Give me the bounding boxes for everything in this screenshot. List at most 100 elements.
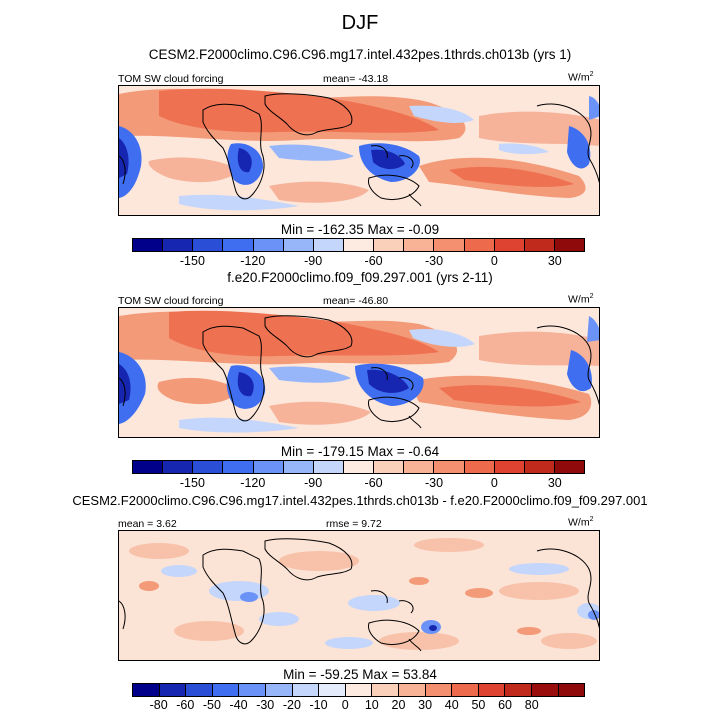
panel-2-colorbar-ticks: -150 -120 -90 -60 -30 0 30 — [132, 476, 585, 492]
colorbar-tick-label: -30 — [256, 698, 275, 712]
colorbar-tick-label: 30 — [418, 698, 433, 712]
colorbar-tick-label: -30 — [424, 476, 444, 490]
colorbar-tick-label: -150 — [179, 254, 205, 268]
colorbar-box — [292, 684, 320, 696]
colorbar-tick-label: -120 — [240, 476, 266, 490]
colorbar-box — [193, 239, 224, 251]
colorbar-box — [133, 684, 160, 696]
colorbar-tick-label: -20 — [282, 698, 301, 712]
colorbar-tick-label: -90 — [304, 254, 323, 268]
colorbar-box — [404, 239, 435, 251]
colorbar-tick-label: 50 — [471, 698, 486, 712]
colorbar-box — [434, 239, 465, 251]
colorbar-box — [212, 684, 240, 696]
colorbar-box — [524, 461, 555, 473]
colorbar-box — [159, 684, 187, 696]
colorbar-tick-label: -10 — [309, 698, 328, 712]
colorbar-tick-label: -60 — [364, 476, 383, 490]
colorbar-box — [494, 461, 525, 473]
figure-title: DJF — [341, 12, 379, 34]
colorbar-tick-label: -50 — [202, 698, 221, 712]
colorbar-box — [343, 461, 375, 473]
colorbar-box — [464, 239, 495, 251]
panel-2-units-label: W/m2 — [568, 293, 594, 306]
colorbar-box — [253, 239, 284, 251]
colorbar-box — [398, 684, 426, 696]
colorbar-box — [478, 684, 506, 696]
colorbar-box — [313, 461, 344, 473]
panel-3-rmse-label: rmse = 9.72 — [326, 518, 382, 530]
colorbar-tick-label: 0 — [490, 254, 498, 268]
colorbar-box — [425, 684, 453, 696]
colorbar-box — [374, 461, 405, 473]
panel-3-minmax: Min = -59.25 Max = 53.84 — [283, 667, 437, 682]
colorbar-box — [283, 461, 314, 473]
colorbar-box — [133, 239, 164, 251]
panel-3-mean-label: mean = 3.62 — [118, 518, 177, 530]
panel-2-minmax: Min = -179.15 Max = -0.64 — [280, 444, 440, 459]
panel-3-case-title: CESM2.F2000climo.C96.C96.mg17.intel.432p… — [72, 493, 648, 508]
panel-1-variable-label: TOM SW cloud forcing — [118, 73, 224, 85]
colorbar-box — [404, 461, 435, 473]
colorbar-box — [313, 239, 344, 251]
colorbar-tick-label: 30 — [547, 476, 562, 490]
colorbar-box — [283, 239, 314, 251]
colorbar-box — [524, 239, 555, 251]
colorbar-tick-label: -40 — [229, 698, 248, 712]
colorbar-tick-label: 20 — [391, 698, 406, 712]
colorbar-tick-label: 0 — [490, 476, 498, 490]
colorbar-box — [345, 684, 373, 696]
panel-2-colorbar — [132, 460, 585, 474]
panel-1-colorbar-ticks: -150 -120 -90 -60 -30 0 30 — [132, 254, 585, 270]
panel-2-map — [118, 307, 600, 438]
colorbar-box — [239, 684, 266, 696]
panel-3-map — [118, 530, 600, 661]
colorbar-box — [372, 684, 399, 696]
panel-3-colorbar-ticks: -80 -60 -50 -40 -30 -20 -10 0 10 20 30 40 50 60 80 — [132, 698, 585, 714]
colorbar-box — [223, 461, 254, 473]
colorbar-tick-label: 30 — [547, 254, 562, 268]
panel-1-mean-label: mean= -43.18 — [323, 73, 389, 85]
panel-2-variable-label: TOM SW cloud forcing — [118, 295, 224, 307]
colorbar-box — [554, 461, 585, 473]
colorbar-tick-label: -150 — [179, 476, 205, 490]
colorbar-box — [505, 684, 532, 696]
panel-2-mean-label: mean= -46.80 — [323, 295, 389, 307]
colorbar-tick-label: -80 — [149, 698, 168, 712]
colorbar-box — [554, 239, 585, 251]
colorbar-box — [163, 239, 194, 251]
colorbar-box — [464, 461, 495, 473]
colorbar-tick-label: -60 — [176, 698, 195, 712]
colorbar-box — [374, 239, 405, 251]
colorbar-tick-label: -30 — [424, 254, 444, 268]
colorbar-tick-label: 60 — [498, 698, 512, 712]
colorbar-box — [253, 461, 284, 473]
colorbar-box — [163, 461, 194, 473]
panel-1-case-title: CESM2.F2000climo.C96.C96.mg17.intel.432p… — [148, 47, 572, 62]
colorbar-box — [193, 461, 224, 473]
panel-3-colorbar — [132, 683, 585, 697]
panel-1-units-label: W/m2 — [568, 71, 594, 84]
panel-2-case-title: f.e20.F2000climo.f09_f09.297.001 (yrs 2-… — [227, 270, 493, 285]
colorbar-box — [452, 684, 479, 696]
panel-1-map — [118, 85, 600, 216]
colorbar-box — [265, 684, 293, 696]
colorbar-tick-label: -90 — [304, 476, 323, 490]
colorbar-tick-label: 40 — [444, 698, 459, 712]
colorbar-tick-label: -120 — [240, 254, 266, 268]
colorbar-box — [319, 684, 346, 696]
colorbar-tick-label: 80 — [524, 698, 539, 712]
panel-1-colorbar — [132, 238, 585, 252]
colorbar-box — [494, 239, 525, 251]
colorbar-box — [434, 461, 465, 473]
colorbar-tick-label: 10 — [364, 698, 379, 712]
colorbar-box — [186, 684, 213, 696]
panel-3-units-label: W/m2 — [568, 516, 594, 529]
panel-1-minmax: Min = -162.35 Max = -0.09 — [280, 222, 440, 237]
colorbar-box — [558, 684, 585, 696]
colorbar-box — [223, 239, 254, 251]
colorbar-tick-label: -60 — [364, 254, 383, 268]
colorbar-box — [343, 239, 375, 251]
colorbar-box — [133, 461, 164, 473]
colorbar-box — [531, 684, 559, 696]
